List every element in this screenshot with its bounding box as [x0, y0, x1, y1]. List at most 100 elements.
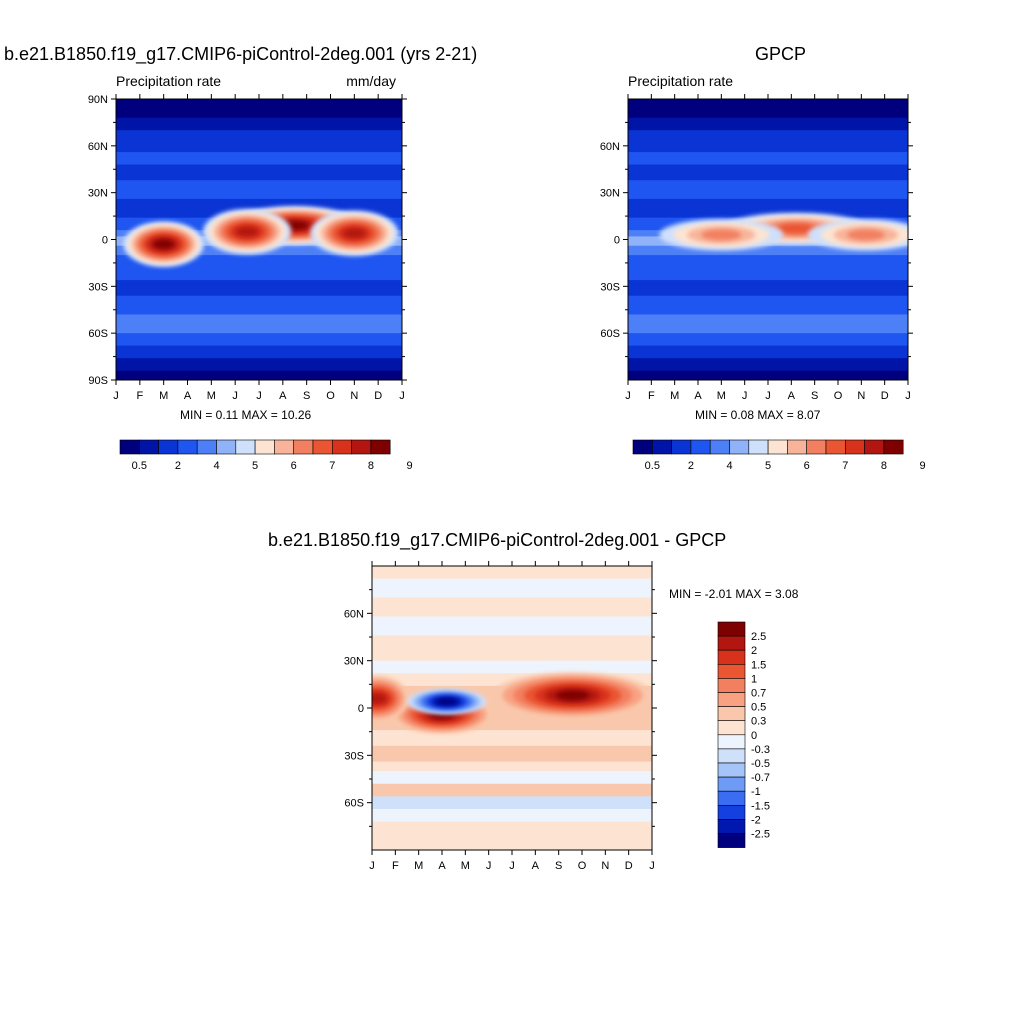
chart1-zonal-band	[116, 280, 402, 297]
chart1-positive-band-nov	[342, 228, 366, 239]
chart3-y-tick-label: 30N	[344, 656, 364, 668]
chart3-colorbar-label: 1.5	[751, 659, 766, 671]
chart1-colorbar-cell	[331, 439, 352, 455]
chart1-x-tick-label: D	[374, 390, 382, 402]
chart1-y-tick-label: 90N	[88, 94, 108, 106]
chart3-colorbar-label: -0.3	[751, 744, 770, 756]
chart1-x-tick-label: F	[136, 390, 143, 402]
chart2-zonal-band	[628, 180, 908, 200]
chart3-colorbar-cell	[717, 833, 746, 848]
chart1-zonal-band	[116, 314, 402, 334]
chart2-title: GPCP	[755, 44, 807, 64]
chart2-zonal-band	[628, 198, 908, 219]
chart1-x-tick-label: A	[279, 390, 287, 402]
chart2-zonal-band	[628, 345, 908, 359]
chart1-x-tick-label: M	[159, 390, 168, 402]
chart1-zonal-band	[116, 370, 402, 380]
chart1-x-tick-label: J	[256, 390, 262, 402]
chart1-zonal-band	[116, 99, 402, 119]
chart3-x-tick-label: M	[414, 860, 423, 872]
chart1-colorbar-cell	[293, 439, 314, 455]
chart2-zonal-band	[628, 245, 908, 256]
chart2-colorbar-label: 6	[804, 460, 810, 472]
chart1-y-tick-label: 30N	[88, 188, 108, 200]
chart3-y-tick-label: 0	[358, 703, 364, 715]
chart3-x-tick-label: N	[601, 860, 609, 872]
chart1-colorbar-label: 2	[175, 460, 181, 472]
chart2-x-tick-label: J	[625, 390, 631, 402]
chart2-left-label: Precipitation rate	[628, 73, 734, 89]
chart2-y-tick-label: 60N	[600, 141, 620, 153]
chart2-y-tick-label: 0	[614, 235, 620, 247]
chart1-zonal-band	[116, 130, 402, 153]
chart2-positive-band-may	[701, 229, 742, 241]
chart3-positive-band-jul-oct	[556, 690, 590, 701]
chart1-title: b.e21.B1850.f19_g17.CMIP6-piControl-2deg…	[4, 44, 478, 64]
chart2-zonal-band	[628, 117, 908, 131]
chart2-colorbar-label: 8	[881, 460, 887, 472]
chart3-colorbar-cell	[717, 748, 746, 764]
chart2-colorbar-cell	[767, 439, 788, 455]
chart3-colorbar-cell	[717, 790, 746, 806]
chart2-colorbar-cell	[651, 439, 672, 455]
chart2-colorbar-cell	[864, 439, 885, 455]
chart1-x-tick-label: J	[232, 390, 238, 402]
chart3-colorbar-cell	[717, 678, 746, 693]
chart1-y-tick-label: 0	[102, 235, 108, 247]
chart3-x-tick-label: A	[438, 860, 446, 872]
chart3-colorbar-cell	[717, 621, 746, 637]
chart2-x-tick-label: M	[717, 390, 726, 402]
chart1-colorbar-label: 6	[291, 460, 297, 472]
chart2-x-tick-label: J	[742, 390, 748, 402]
chart2-colorbar-cell	[806, 439, 827, 455]
chart1-colorbar-cell	[351, 439, 372, 455]
chart1-zonal-band	[116, 345, 402, 359]
chart1-zonal-band	[116, 117, 402, 131]
chart2-x-tick-label: S	[811, 390, 818, 402]
chart2-zonal-band	[628, 358, 908, 372]
chart2-x-tick-label: J	[765, 390, 771, 402]
chart3-colorbar-cell	[717, 692, 746, 707]
chart3-x-tick-label: J	[369, 860, 375, 872]
chart1-colorbar-cell	[158, 439, 179, 455]
chart3-colorbar-cell	[717, 776, 746, 792]
chart3-colorbar-label: -2	[751, 814, 761, 826]
chart2-x-tick-label: F	[648, 390, 655, 402]
chart2-colorbar-cell	[787, 439, 808, 455]
chart2-y-tick-label: 30S	[600, 281, 620, 293]
chart3-zonal-band	[372, 783, 652, 797]
chart2-zonal-band	[628, 314, 908, 334]
chart1-zonal-band	[116, 358, 402, 372]
chart2-colorbar-cell	[729, 439, 750, 455]
chart3-colorbar-cell	[717, 649, 746, 665]
chart2-stats: MIN = 0.08 MAX = 8.07	[695, 408, 821, 422]
chart2-x-tick-label: J	[905, 390, 911, 402]
chart3-colorbar-cell	[717, 663, 746, 679]
chart3-zonal-band	[372, 578, 652, 599]
chart1-zonal-band	[116, 295, 402, 315]
chart2-colorbar-cell	[883, 439, 904, 455]
chart3-zonal-band	[372, 821, 652, 850]
chart2-positive-band-nov	[846, 229, 886, 241]
chart2-colorbar-label: 7	[842, 460, 848, 472]
chart2-x-tick-label: D	[881, 390, 889, 402]
chart2-x-tick-label: A	[694, 390, 702, 402]
chart1-zonal-band	[116, 152, 402, 166]
chart1-y-tick-label: 90S	[88, 375, 108, 387]
chart1-colorbar-label: 9	[406, 460, 412, 472]
chart1-field	[116, 99, 402, 380]
chart3-colorbar-label: 0.7	[751, 688, 766, 700]
chart3-field	[372, 566, 652, 850]
chart3-colorbar-label: -2.5	[751, 829, 770, 841]
chart3-x-tick-label: A	[532, 860, 540, 872]
chart1-positive-band-mar-apr	[153, 239, 174, 249]
chart3-colorbar-label: 0	[751, 730, 757, 742]
chart3-x-tick-label: J	[509, 860, 515, 872]
chart3-stats: MIN = -2.01 MAX = 3.08	[669, 587, 799, 601]
chart3-y-tick-label: 60N	[344, 608, 364, 620]
chart3-x-tick-label: J	[649, 860, 655, 872]
chart1-colorbar-cell	[177, 439, 198, 455]
chart3-zonal-band	[372, 635, 652, 662]
chart3-x-tick-label: F	[392, 860, 399, 872]
chart1-colorbar-label: 4	[213, 460, 219, 472]
